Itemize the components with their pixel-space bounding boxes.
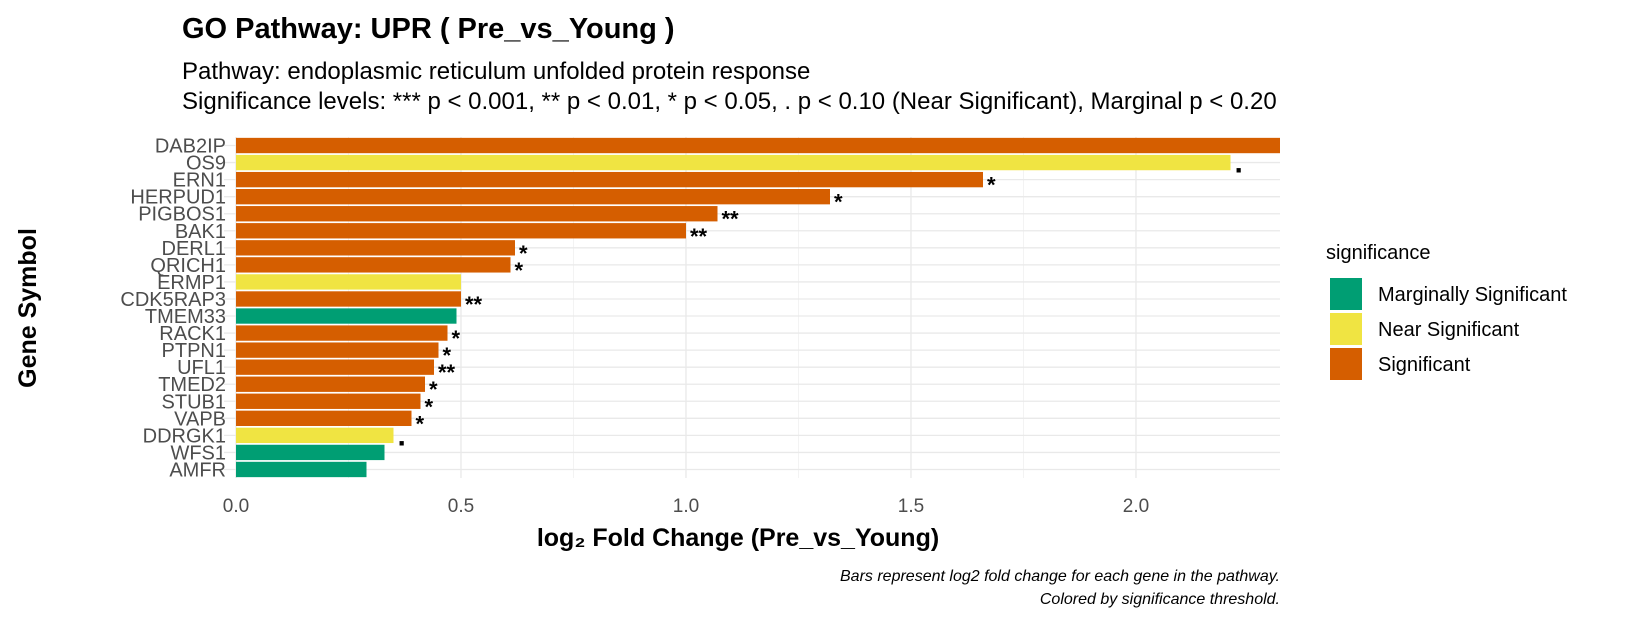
significance-labels: .*****************. <box>398 147 1243 453</box>
bar-ddrgk1 <box>236 427 394 444</box>
y-tick-label: VAPB <box>174 408 226 430</box>
legend-swatch-near-significant <box>1330 313 1362 345</box>
sig-label-ern1: * <box>987 173 996 198</box>
caption-line-1: Bars represent log2 fold change for each… <box>840 568 1280 585</box>
bar-ermp1 <box>236 274 461 290</box>
bar-qrich1 <box>236 257 511 273</box>
caption-line-2: Colored by significance threshold. <box>1040 591 1280 608</box>
legend-label: Significant <box>1378 354 1471 376</box>
y-tick-label: DDRGK1 <box>143 425 226 447</box>
bar-dab2ip <box>236 137 1280 154</box>
x-tick-label: 1.5 <box>898 496 924 517</box>
legend-title: significance <box>1326 242 1431 264</box>
y-tick-label: AMFR <box>169 459 226 481</box>
legend-label: Marginally Significant <box>1378 284 1567 306</box>
bar-rack1 <box>236 325 448 341</box>
legend: Marginally Significant Near Significant Si… <box>1330 278 1567 380</box>
bar-amfr <box>236 461 367 478</box>
sig-label-ddrgk1: . <box>398 419 406 452</box>
y-tick-label: DAB2IP <box>155 136 226 158</box>
sig-label-pigbos1: ** <box>722 207 740 232</box>
bar-herpud1 <box>236 189 830 205</box>
bar-ptpn1 <box>236 342 439 358</box>
bars <box>236 137 1280 478</box>
bar-os9 <box>236 154 1231 171</box>
x-tick-label: 1.0 <box>673 496 699 517</box>
sig-label-rack1: * <box>452 326 461 351</box>
y-tick-label: WFS1 <box>170 442 226 464</box>
y-tick-label: TMEM33 <box>145 306 226 328</box>
y-tick-label: ERN1 <box>173 170 226 192</box>
bar-stub1 <box>236 393 421 409</box>
legend-swatch-marginally-significant <box>1330 278 1362 310</box>
y-tick-label: QRICH1 <box>150 255 226 277</box>
y-tick-label: STUB1 <box>162 391 226 413</box>
chart-title: GO Pathway: UPR ( Pre_vs_Young ) <box>182 13 675 45</box>
bar-tmem33 <box>236 308 457 324</box>
y-tick-label: CDK5RAP3 <box>120 289 226 311</box>
y-tick-label: RACK1 <box>159 323 226 345</box>
sig-label-bak1: ** <box>690 224 708 249</box>
y-tick-label: BAK1 <box>175 221 226 243</box>
y-tick-label: UFL1 <box>177 357 226 379</box>
y-axis-ticks: DAB2IPOS9ERN1HERPUD1PIGBOS1BAK1DERL1QRIC… <box>120 136 226 482</box>
sig-label-derl1: * <box>519 241 528 266</box>
y-tick-label: ERMP1 <box>157 272 226 294</box>
y-axis-title: Gene Symbol <box>14 228 42 388</box>
y-tick-label: PTPN1 <box>162 340 226 362</box>
legend-label: Near Significant <box>1378 319 1520 341</box>
sig-label-herpud1: * <box>834 190 843 215</box>
x-tick-label: 2.0 <box>1123 496 1149 517</box>
bar-ern1 <box>236 171 983 188</box>
sig-label-cdk5rap3: ** <box>465 292 483 317</box>
x-axis-ticks: 0.0 0.5 1.0 1.5 2.0 <box>223 496 1149 517</box>
sig-label-os9: . <box>1235 147 1243 180</box>
y-tick-label: TMED2 <box>158 374 226 396</box>
x-axis-title: log₂ Fold Change (Pre_vs_Young) <box>537 524 939 552</box>
y-tick-label: DERL1 <box>162 238 226 260</box>
sig-label-vapb: * <box>416 411 425 436</box>
bar-cdk5rap3 <box>236 291 461 307</box>
chart-subtitle-line-2: Significance levels: *** p < 0.001, ** p… <box>182 88 1277 115</box>
y-tick-label: OS9 <box>186 153 226 175</box>
bar-wfs1 <box>236 444 385 461</box>
bar-ufl1 <box>236 359 434 375</box>
bar-pigbos1 <box>236 206 718 222</box>
chart-subtitle-line-1: Pathway: endoplasmic reticulum unfolded … <box>182 58 810 85</box>
legend-swatch-significant <box>1330 348 1362 380</box>
sig-label-tmed2: * <box>429 377 438 402</box>
bar-derl1 <box>236 240 515 256</box>
x-tick-label: 0.0 <box>223 496 249 517</box>
bar-bak1 <box>236 223 686 239</box>
x-tick-label: 0.5 <box>448 496 474 517</box>
sig-label-stub1: * <box>425 394 434 419</box>
sig-label-ptpn1: * <box>443 343 452 368</box>
y-tick-label: PIGBOS1 <box>138 204 226 226</box>
grid <box>224 137 1280 478</box>
bar-tmed2 <box>236 376 425 392</box>
sig-label-qrich1: * <box>515 258 524 283</box>
y-tick-label: HERPUD1 <box>130 187 226 209</box>
sig-label-ufl1: ** <box>438 360 456 385</box>
bar-vapb <box>236 410 412 426</box>
